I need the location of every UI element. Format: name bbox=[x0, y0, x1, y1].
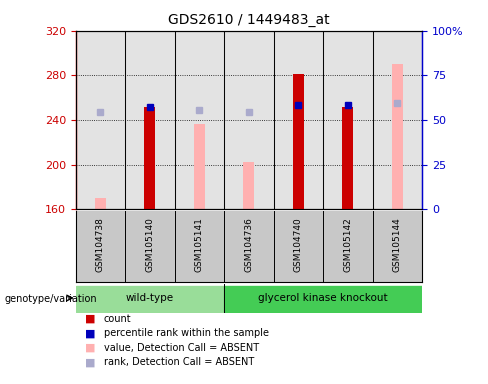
Text: GSM105141: GSM105141 bbox=[195, 217, 204, 272]
Bar bbox=[373, 31, 422, 209]
Text: wild-type: wild-type bbox=[126, 293, 174, 303]
Text: ■: ■ bbox=[85, 314, 96, 324]
Bar bbox=[343, 107, 353, 209]
Text: ■: ■ bbox=[85, 358, 96, 367]
Bar bbox=[244, 162, 254, 209]
Title: GDS2610 / 1449483_at: GDS2610 / 1449483_at bbox=[168, 13, 330, 27]
Text: GSM104736: GSM104736 bbox=[244, 217, 253, 272]
Text: glycerol kinase knockout: glycerol kinase knockout bbox=[258, 293, 388, 303]
Text: ■: ■ bbox=[85, 328, 96, 338]
Bar bbox=[125, 31, 175, 209]
Text: rank, Detection Call = ABSENT: rank, Detection Call = ABSENT bbox=[104, 358, 254, 367]
Bar bbox=[76, 286, 224, 311]
Text: value, Detection Call = ABSENT: value, Detection Call = ABSENT bbox=[104, 343, 259, 353]
Bar bbox=[175, 31, 224, 209]
Text: ■: ■ bbox=[85, 343, 96, 353]
Bar bbox=[323, 31, 373, 209]
Text: GSM104738: GSM104738 bbox=[96, 217, 105, 272]
Bar bbox=[76, 31, 125, 209]
Bar bbox=[293, 74, 304, 209]
Bar bbox=[274, 31, 323, 209]
Bar bbox=[144, 107, 155, 209]
Text: genotype/variation: genotype/variation bbox=[5, 293, 98, 304]
Text: GSM105142: GSM105142 bbox=[344, 217, 352, 271]
Text: count: count bbox=[104, 314, 132, 324]
Text: GSM105144: GSM105144 bbox=[393, 217, 402, 271]
Text: percentile rank within the sample: percentile rank within the sample bbox=[104, 328, 269, 338]
Bar bbox=[224, 286, 422, 311]
Bar bbox=[392, 64, 403, 209]
Bar bbox=[95, 198, 106, 209]
Text: GSM104740: GSM104740 bbox=[294, 217, 303, 271]
Text: GSM105140: GSM105140 bbox=[145, 217, 154, 272]
Bar bbox=[194, 124, 205, 209]
Bar bbox=[224, 31, 274, 209]
